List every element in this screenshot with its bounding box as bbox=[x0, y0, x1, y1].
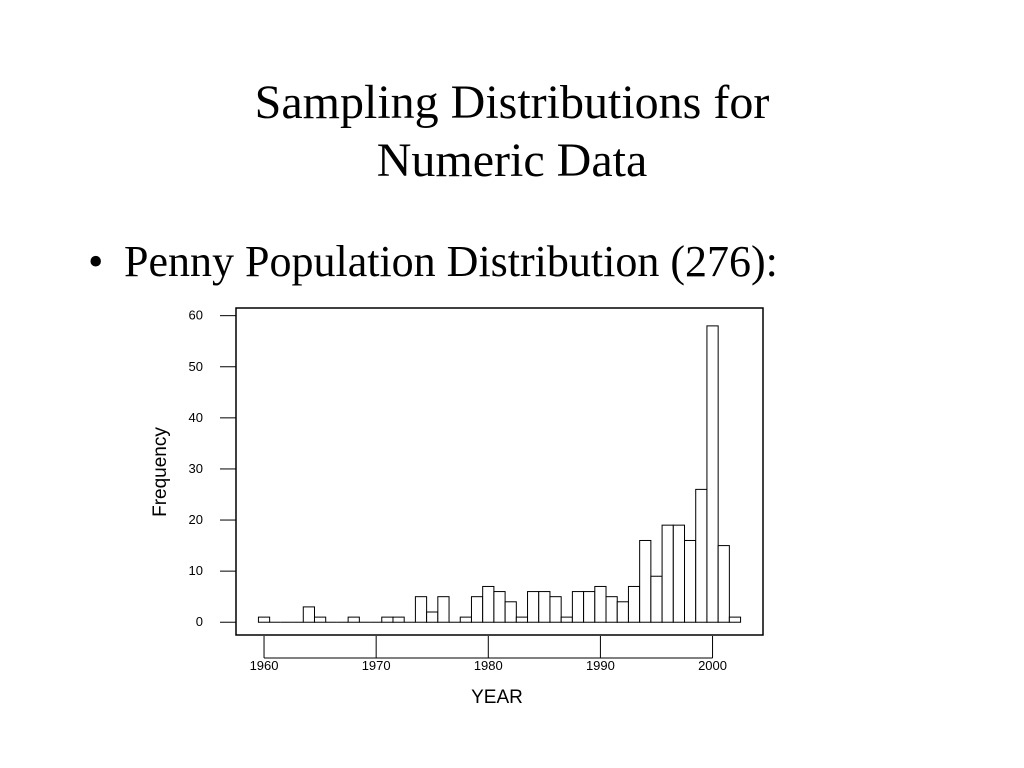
histogram-bar bbox=[571, 591, 585, 623]
histogram-bar bbox=[459, 616, 472, 623]
histogram-bar bbox=[583, 591, 596, 623]
histogram-bar bbox=[515, 616, 529, 623]
y-tick-label: 40 bbox=[189, 410, 203, 425]
y-tick-label: 20 bbox=[189, 512, 203, 527]
histogram-bar bbox=[717, 545, 730, 623]
histogram-bar bbox=[302, 606, 315, 623]
histogram-bar bbox=[706, 325, 719, 623]
histogram-bar bbox=[257, 616, 271, 623]
x-tick-label: 1980 bbox=[474, 658, 503, 673]
y-tick-label: 60 bbox=[189, 308, 203, 323]
histogram-bar bbox=[605, 596, 618, 623]
histogram-bar bbox=[684, 539, 697, 623]
histogram-bar bbox=[347, 616, 360, 623]
histogram-bar bbox=[527, 591, 540, 623]
histogram-bar bbox=[493, 591, 506, 623]
histogram-bar bbox=[313, 616, 327, 623]
histogram-bar bbox=[482, 585, 495, 623]
histogram-bar bbox=[414, 596, 428, 623]
histogram-bar bbox=[728, 616, 742, 623]
x-tick-label: 1960 bbox=[250, 658, 279, 673]
slide-title: Sampling Distributions for Numeric Data bbox=[0, 74, 1024, 190]
bullet-item: • Penny Population Distribution (276): bbox=[88, 234, 778, 290]
y-axis-label: Frequency bbox=[150, 427, 171, 517]
histogram-bar bbox=[470, 596, 484, 623]
x-tick-label: 1970 bbox=[362, 658, 391, 673]
y-tick-label: 10 bbox=[189, 563, 203, 578]
slide-title-line-2: Numeric Data bbox=[376, 134, 648, 187]
y-axis: 0 10 20 30 40 50 60 bbox=[189, 308, 237, 629]
histogram-bar bbox=[661, 524, 674, 623]
histogram-bar bbox=[392, 616, 405, 623]
histogram-bar bbox=[538, 591, 551, 623]
histogram-bar bbox=[672, 524, 686, 623]
bullet-text: Penny Population Distribution (276): bbox=[124, 237, 778, 286]
histogram-bar bbox=[560, 616, 573, 623]
bullet-icon: • bbox=[88, 237, 104, 286]
slide-title-line-1: Sampling Distributions for bbox=[254, 76, 770, 129]
bars-group bbox=[257, 325, 742, 623]
histogram-bar bbox=[650, 575, 663, 623]
x-tick-label: 2000 bbox=[698, 658, 727, 673]
x-axis-label: YEAR bbox=[471, 687, 523, 708]
histogram-bar bbox=[639, 539, 652, 623]
y-tick-label: 0 bbox=[196, 614, 203, 629]
histogram-bar bbox=[616, 601, 629, 623]
histogram-bar bbox=[381, 616, 394, 623]
histogram-bar bbox=[437, 596, 450, 623]
histogram-bar bbox=[504, 601, 517, 623]
y-tick-label: 30 bbox=[189, 461, 203, 476]
x-axis: 1960 1970 1980 1990 2000 bbox=[250, 636, 727, 673]
y-tick-label: 50 bbox=[189, 359, 203, 374]
histogram-bar bbox=[695, 488, 708, 623]
histogram-bar bbox=[594, 585, 607, 623]
histogram-bar bbox=[426, 611, 439, 623]
histogram-bar bbox=[549, 596, 562, 623]
histogram-bar bbox=[627, 585, 641, 623]
x-tick-label: 1990 bbox=[586, 658, 615, 673]
